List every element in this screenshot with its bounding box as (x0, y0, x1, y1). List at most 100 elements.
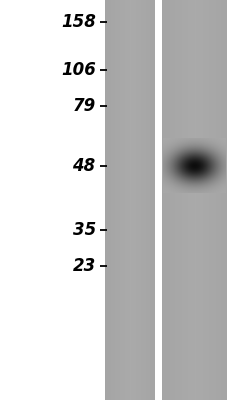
Bar (144, 0, 145, 400)
Bar (219, 0, 220, 400)
Bar (214, 0, 215, 400)
Text: 23: 23 (72, 257, 95, 275)
Bar (213, 0, 214, 400)
Bar (211, 0, 212, 400)
Bar (223, 0, 224, 400)
Bar (171, 0, 172, 400)
Bar (186, 0, 188, 400)
Bar (175, 0, 177, 400)
Bar (215, 0, 216, 400)
Text: 158: 158 (61, 13, 95, 31)
Bar (150, 0, 151, 400)
Bar (222, 0, 223, 400)
Bar (129, 0, 130, 400)
Bar (203, 0, 204, 400)
Bar (118, 0, 119, 400)
Bar (104, 0, 105, 400)
Bar (198, 0, 200, 400)
Bar (191, 0, 192, 400)
Bar (184, 0, 185, 400)
Bar (161, 0, 162, 400)
Bar (174, 0, 175, 400)
Bar (135, 0, 136, 400)
Bar (197, 0, 198, 400)
Bar (170, 0, 171, 400)
Bar (152, 0, 153, 400)
Bar (143, 0, 144, 400)
Bar (117, 0, 118, 400)
Bar (130, 0, 131, 400)
Bar (168, 0, 169, 400)
Bar (205, 0, 206, 400)
Bar (136, 0, 137, 400)
Bar (212, 0, 213, 400)
Bar (225, 0, 226, 400)
Bar (137, 0, 138, 400)
Bar (162, 0, 163, 400)
Bar (165, 0, 167, 400)
Bar (172, 0, 173, 400)
Bar (217, 0, 218, 400)
Bar (110, 0, 111, 400)
Bar (133, 0, 134, 400)
Bar (124, 0, 125, 400)
Bar (185, 0, 186, 400)
Bar (108, 0, 109, 400)
Bar (146, 0, 147, 400)
Bar (105, 0, 106, 400)
Bar (177, 0, 178, 400)
Bar (202, 0, 203, 400)
Bar (127, 0, 128, 400)
Bar (109, 0, 110, 400)
Bar (193, 0, 194, 400)
Bar (167, 0, 168, 400)
Bar (148, 0, 149, 400)
Bar (169, 0, 170, 400)
Bar (182, 0, 183, 400)
Bar (119, 0, 120, 400)
Bar (139, 0, 140, 400)
Bar (147, 0, 148, 400)
Bar (128, 0, 129, 400)
Bar (142, 0, 143, 400)
Bar (116, 0, 117, 400)
Bar (180, 0, 181, 400)
Text: 79: 79 (72, 97, 95, 115)
Bar (192, 0, 193, 400)
Bar (200, 0, 201, 400)
Bar (115, 0, 116, 400)
Bar (138, 0, 139, 400)
Bar (183, 0, 184, 400)
Bar (164, 0, 165, 400)
Bar (106, 0, 107, 400)
Bar (121, 0, 122, 400)
Bar (194, 0, 195, 400)
Bar (155, 0, 161, 400)
Bar (163, 0, 164, 400)
Text: 106: 106 (61, 61, 95, 79)
Bar (207, 0, 208, 400)
Text: 48: 48 (72, 157, 95, 175)
Bar (151, 0, 152, 400)
Bar (107, 0, 108, 400)
Bar (206, 0, 207, 400)
Bar (140, 0, 141, 400)
Bar (173, 0, 174, 400)
Bar (204, 0, 205, 400)
Bar (153, 0, 154, 400)
Bar (224, 0, 225, 400)
Bar (132, 0, 133, 400)
Text: 35: 35 (72, 221, 95, 239)
Bar (178, 0, 179, 400)
Bar (113, 0, 114, 400)
Bar (210, 0, 211, 400)
Bar (190, 0, 191, 400)
Bar (145, 0, 146, 400)
Bar (126, 0, 127, 400)
Bar (201, 0, 202, 400)
Bar (141, 0, 142, 400)
Bar (120, 0, 121, 400)
Bar (131, 0, 132, 400)
Bar (114, 0, 115, 400)
Bar (123, 0, 124, 400)
